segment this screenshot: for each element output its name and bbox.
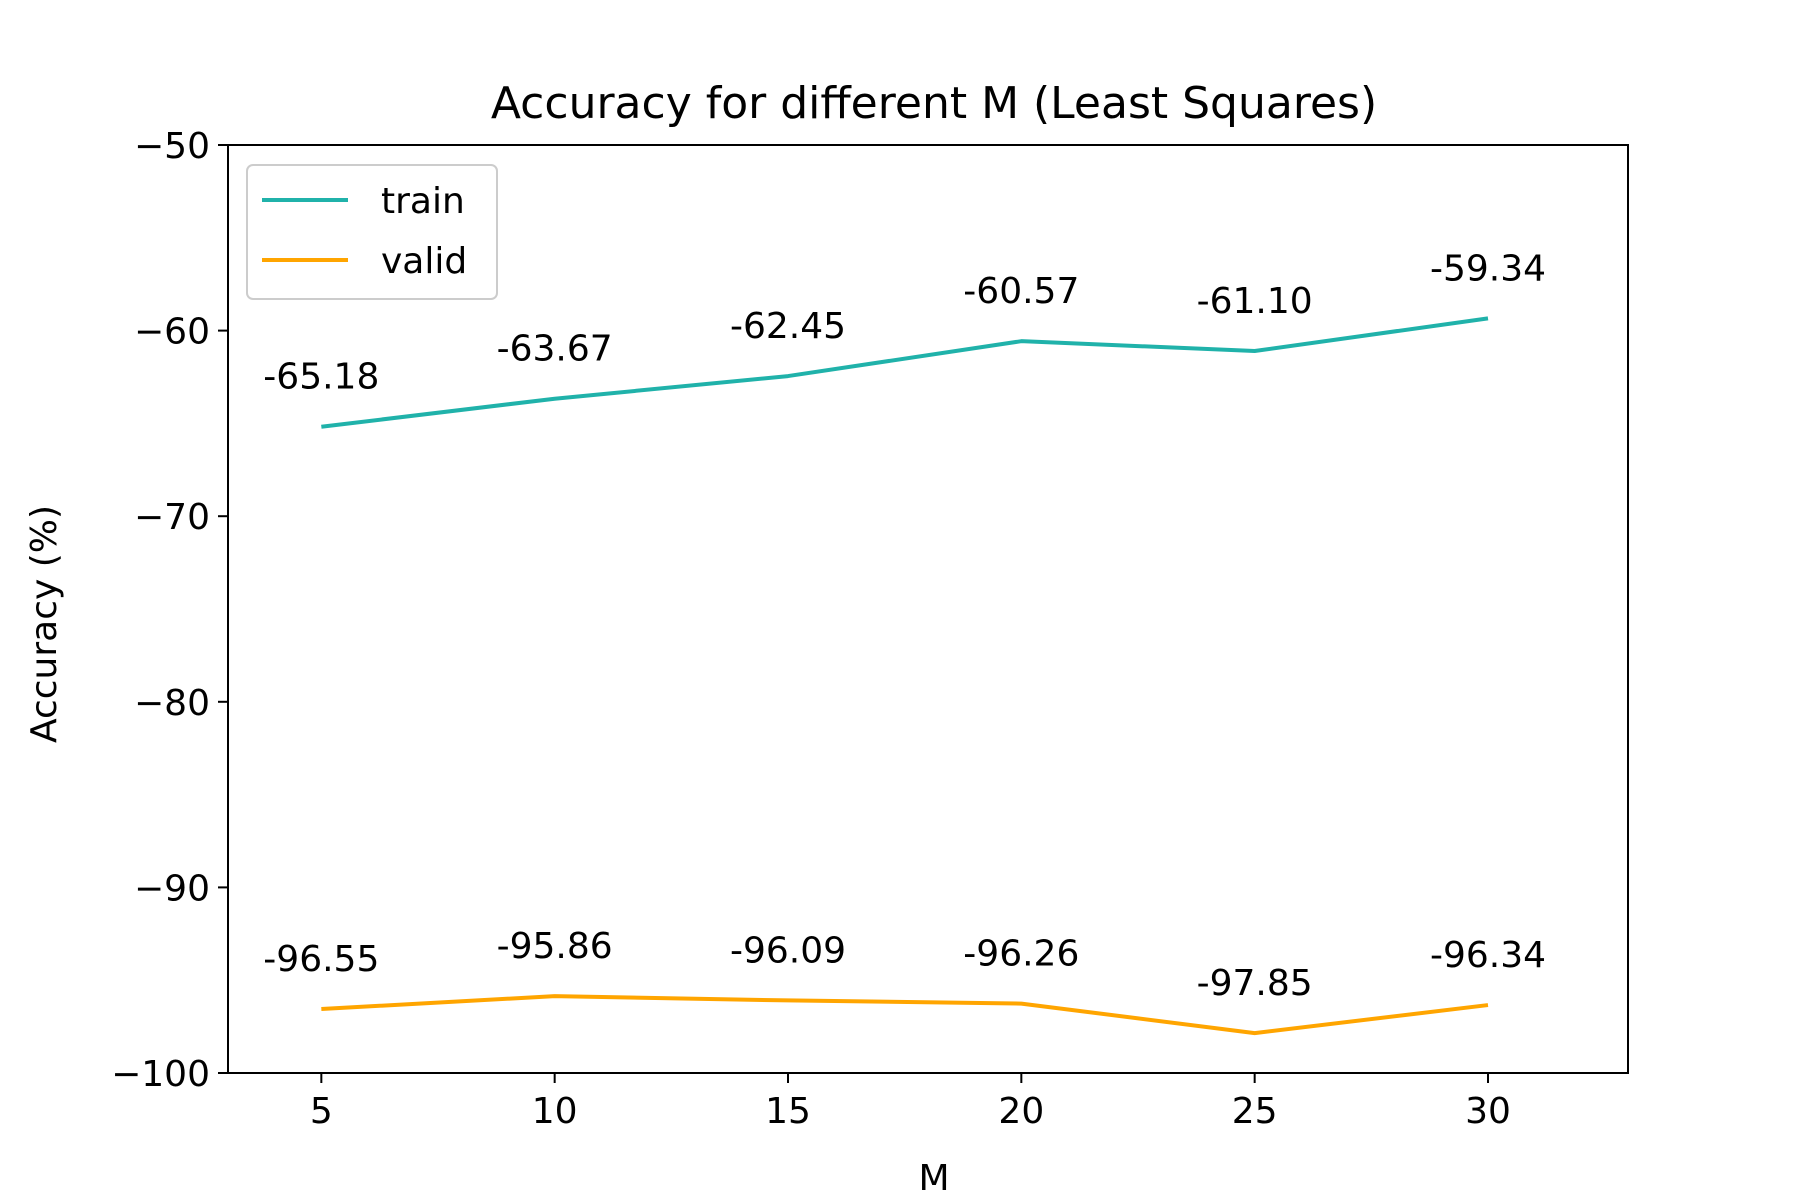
legend-label-valid: valid [381, 241, 467, 282]
x-tick-label: 25 [1232, 1091, 1278, 1132]
y-tick-label: −60 [134, 312, 210, 353]
axes: 5 10 15 20 25 30 −100 −90 −80 −70 −60 −50 [111, 126, 1511, 1132]
legend-label-train: train [381, 181, 465, 222]
data-label-train: -59.34 [1430, 248, 1546, 289]
series-line-train [321, 316, 1489, 429]
data-label-valid: -97.85 [1197, 963, 1313, 1004]
x-tick-label: 5 [310, 1091, 333, 1132]
y-tick-label: −80 [134, 683, 210, 724]
legend: train valid [246, 164, 498, 300]
data-label-valid: -95.86 [497, 926, 613, 967]
x-tick-label: 10 [532, 1091, 578, 1132]
data-label-valid: -96.34 [1430, 935, 1546, 976]
plot-marks: -65.18 -63.67 -62.45 -60.57 -61.10 -59.34 -96.… [263, 248, 1546, 1036]
data-label-valid: -96.55 [263, 939, 379, 980]
data-label-train: -63.67 [497, 329, 613, 370]
data-label-valid: -96.09 [730, 930, 846, 971]
series-line-valid [321, 994, 1489, 1036]
y-tick-label: −100 [111, 1054, 210, 1095]
y-axis-label: Accuracy (%) [24, 505, 65, 743]
y-tick-label: −70 [134, 497, 210, 538]
x-tick-label: 15 [765, 1091, 811, 1132]
chart-title: Accuracy for different M (Least Squares) [491, 78, 1377, 129]
y-tick-label: −90 [134, 868, 210, 909]
data-label-train: -61.10 [1197, 281, 1313, 322]
y-tick-label: −50 [134, 126, 210, 167]
plot-frame [227, 144, 1629, 1074]
data-label-valid: -96.26 [963, 934, 1079, 975]
data-label-train: -62.45 [730, 306, 846, 347]
x-tick-label: 20 [998, 1091, 1044, 1132]
data-label-train: -60.57 [963, 271, 1079, 312]
x-tick-label: 30 [1465, 1091, 1511, 1132]
x-axis-label: M [918, 1158, 949, 1199]
data-label-train: -65.18 [263, 357, 379, 398]
